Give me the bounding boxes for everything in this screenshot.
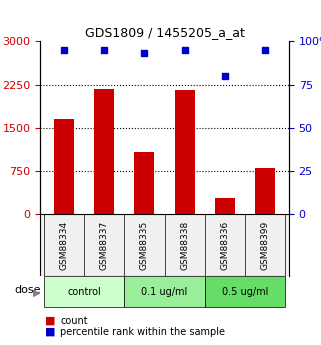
Point: [222, 73, 227, 79]
Text: percentile rank within the sample: percentile rank within the sample: [60, 327, 225, 337]
Bar: [255, 168, 275, 214]
Text: GSM88337: GSM88337: [100, 220, 109, 269]
Text: ■: ■: [45, 316, 56, 326]
Title: GDS1809 / 1455205_a_at: GDS1809 / 1455205_a_at: [84, 26, 245, 39]
Point: [62, 47, 67, 53]
Text: 0.5 ug/ml: 0.5 ug/ml: [221, 287, 268, 296]
FancyBboxPatch shape: [205, 276, 285, 307]
Bar: [175, 90, 195, 214]
Bar: [215, 198, 235, 214]
Text: GSM88334: GSM88334: [60, 220, 69, 269]
Text: ▶: ▶: [33, 288, 41, 298]
Bar: [54, 119, 74, 214]
FancyBboxPatch shape: [44, 276, 125, 307]
Point: [102, 47, 107, 53]
Text: count: count: [60, 316, 88, 326]
Text: GSM88399: GSM88399: [260, 220, 269, 269]
Bar: [94, 89, 114, 214]
FancyBboxPatch shape: [125, 276, 205, 307]
Text: control: control: [67, 287, 101, 296]
Text: 0.1 ug/ml: 0.1 ug/ml: [141, 287, 188, 296]
Text: ■: ■: [45, 327, 56, 337]
Text: dose: dose: [14, 285, 41, 295]
Bar: [134, 152, 154, 214]
Point: [182, 47, 187, 53]
Text: GSM88338: GSM88338: [180, 220, 189, 269]
Text: GSM88335: GSM88335: [140, 220, 149, 269]
Text: GSM88336: GSM88336: [220, 220, 229, 269]
Point: [262, 47, 267, 53]
Point: [142, 51, 147, 56]
